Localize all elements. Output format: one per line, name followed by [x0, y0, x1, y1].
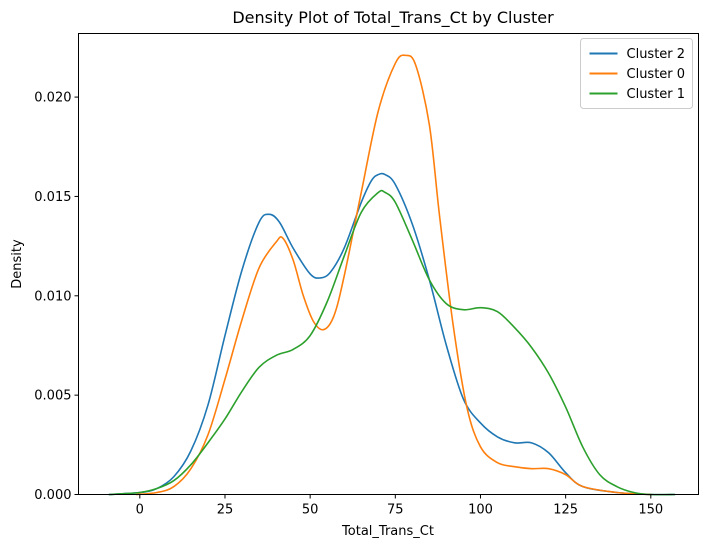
legend: Cluster 2 Cluster 0 Cluster 1: [580, 38, 693, 109]
chart-title: Density Plot of Total_Trans_Ct by Cluste…: [232, 8, 554, 28]
x-tick-label: 75: [387, 503, 404, 518]
y-tick-label: 0.000: [34, 488, 71, 503]
x-tick-label: 0: [136, 503, 144, 518]
series-line-2: [135, 54, 652, 496]
y-axis-title: Density: [10, 239, 25, 289]
x-tick-label: 125: [553, 503, 578, 518]
y-tick-label: 0.015: [34, 190, 71, 205]
legend-label: Cluster 1: [627, 87, 686, 102]
y-axis: 0.000 0.005 0.010 0.015 0.020: [34, 91, 79, 503]
x-tick-label: 25: [217, 503, 234, 518]
x-tick-label: 50: [302, 503, 319, 518]
y-tick-label: 0.010: [34, 289, 71, 304]
legend-label: Cluster 0: [627, 67, 686, 82]
legend-box: [580, 38, 693, 109]
plot-frame: [78, 33, 699, 495]
x-tick-label: 150: [638, 503, 663, 518]
x-tick-label: 100: [468, 503, 493, 518]
legend-label: Cluster 2: [627, 47, 686, 62]
y-tick-label: 0.005: [34, 389, 71, 404]
series-line-1: [108, 172, 676, 496]
series-line-3: [108, 189, 676, 496]
x-axis-title: Total_Trans_Ct: [341, 524, 434, 539]
x-axis: 0 25 50 75 100 125 150: [136, 494, 663, 518]
plot-lines: [108, 54, 676, 496]
y-tick-label: 0.020: [34, 91, 71, 106]
